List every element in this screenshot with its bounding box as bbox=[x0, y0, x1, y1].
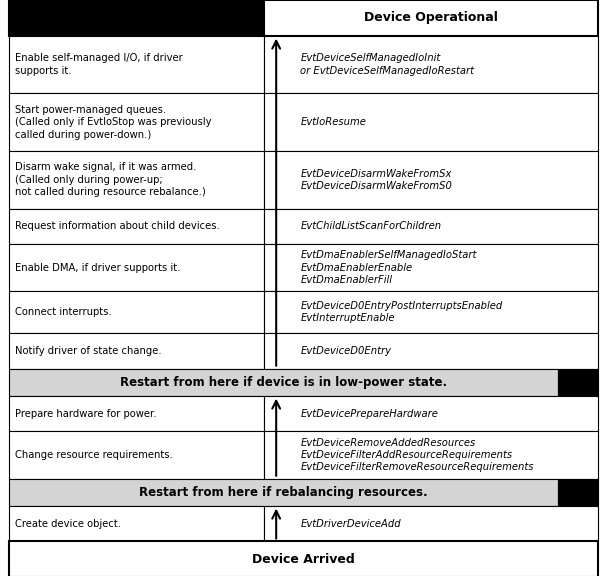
Bar bbox=[264, 506, 598, 541]
Text: EvtDeviceDisarmWakeFromSx
EvtDeviceDisarmWakeFromS0: EvtDeviceDisarmWakeFromSx EvtDeviceDisar… bbox=[300, 169, 452, 191]
Text: Enable DMA, if driver supports it.: Enable DMA, if driver supports it. bbox=[15, 263, 180, 273]
Text: EvtDeviceRemoveAddedResources
EvtDeviceFilterAddResourceRequirements
EvtDeviceFi: EvtDeviceRemoveAddedResources EvtDeviceF… bbox=[300, 438, 534, 472]
Text: EvtIoResume: EvtIoResume bbox=[300, 117, 367, 127]
Bar bbox=[9, 431, 264, 479]
Bar bbox=[264, 151, 598, 209]
Bar bbox=[9, 369, 558, 396]
Bar bbox=[9, 396, 264, 431]
Bar bbox=[9, 0, 264, 36]
Text: Disarm wake signal, if it was armed.
(Called only during power-up;
not called du: Disarm wake signal, if it was armed. (Ca… bbox=[15, 162, 206, 197]
Text: Restart from here if rebalancing resources.: Restart from here if rebalancing resourc… bbox=[140, 486, 428, 499]
Text: EvtDmaEnablerSelfManagedIoStart
EvtDmaEnablerEnable
EvtDmaEnablerFill: EvtDmaEnablerSelfManagedIoStart EvtDmaEn… bbox=[300, 251, 477, 285]
Bar bbox=[264, 244, 598, 291]
Text: Start power-managed queues.
(Called only if EvtIoStop was previously
called duri: Start power-managed queues. (Called only… bbox=[15, 105, 212, 139]
Bar bbox=[264, 396, 598, 431]
Text: EvtDeviceD0Entry: EvtDeviceD0Entry bbox=[300, 346, 392, 356]
Bar bbox=[9, 541, 598, 576]
Bar bbox=[9, 151, 264, 209]
Bar bbox=[9, 291, 264, 333]
Bar bbox=[264, 209, 598, 244]
Text: Create device object.: Create device object. bbox=[15, 518, 121, 529]
Text: Connect interrupts.: Connect interrupts. bbox=[15, 307, 112, 317]
Text: Request information about child devices.: Request information about child devices. bbox=[15, 221, 220, 232]
Text: Device Operational: Device Operational bbox=[364, 12, 498, 24]
Bar bbox=[264, 0, 598, 36]
Text: Change resource requirements.: Change resource requirements. bbox=[15, 450, 173, 460]
Text: Device Arrived: Device Arrived bbox=[252, 553, 355, 566]
Text: EvtDeviceD0EntryPostInterruptsEnabled
EvtInterruptEnable: EvtDeviceD0EntryPostInterruptsEnabled Ev… bbox=[300, 301, 503, 323]
Text: Enable self-managed I/O, if driver
supports it.: Enable self-managed I/O, if driver suppo… bbox=[15, 54, 183, 75]
Bar bbox=[558, 369, 598, 396]
Bar bbox=[9, 333, 264, 369]
Bar bbox=[264, 93, 598, 151]
Bar bbox=[9, 209, 264, 244]
Bar bbox=[264, 291, 598, 333]
Bar bbox=[9, 506, 264, 541]
Bar bbox=[264, 36, 598, 93]
Bar bbox=[9, 479, 558, 506]
Bar bbox=[558, 479, 598, 506]
Bar bbox=[264, 333, 598, 369]
Bar bbox=[9, 244, 264, 291]
Text: EvtDeviceSelfManagedIoInit
or EvtDeviceSelfManagedIoRestart: EvtDeviceSelfManagedIoInit or EvtDeviceS… bbox=[300, 54, 475, 75]
Bar bbox=[9, 36, 264, 93]
Bar bbox=[9, 93, 264, 151]
Text: EvtChildListScanForChildren: EvtChildListScanForChildren bbox=[300, 221, 441, 232]
Text: Restart from here if device is in low-power state.: Restart from here if device is in low-po… bbox=[120, 376, 447, 389]
Bar bbox=[264, 431, 598, 479]
Text: Prepare hardware for power.: Prepare hardware for power. bbox=[15, 408, 157, 419]
Text: Notify driver of state change.: Notify driver of state change. bbox=[15, 346, 162, 356]
Text: EvtDriverDeviceAdd: EvtDriverDeviceAdd bbox=[300, 518, 401, 529]
Text: EvtDevicePrepareHardware: EvtDevicePrepareHardware bbox=[300, 408, 438, 419]
